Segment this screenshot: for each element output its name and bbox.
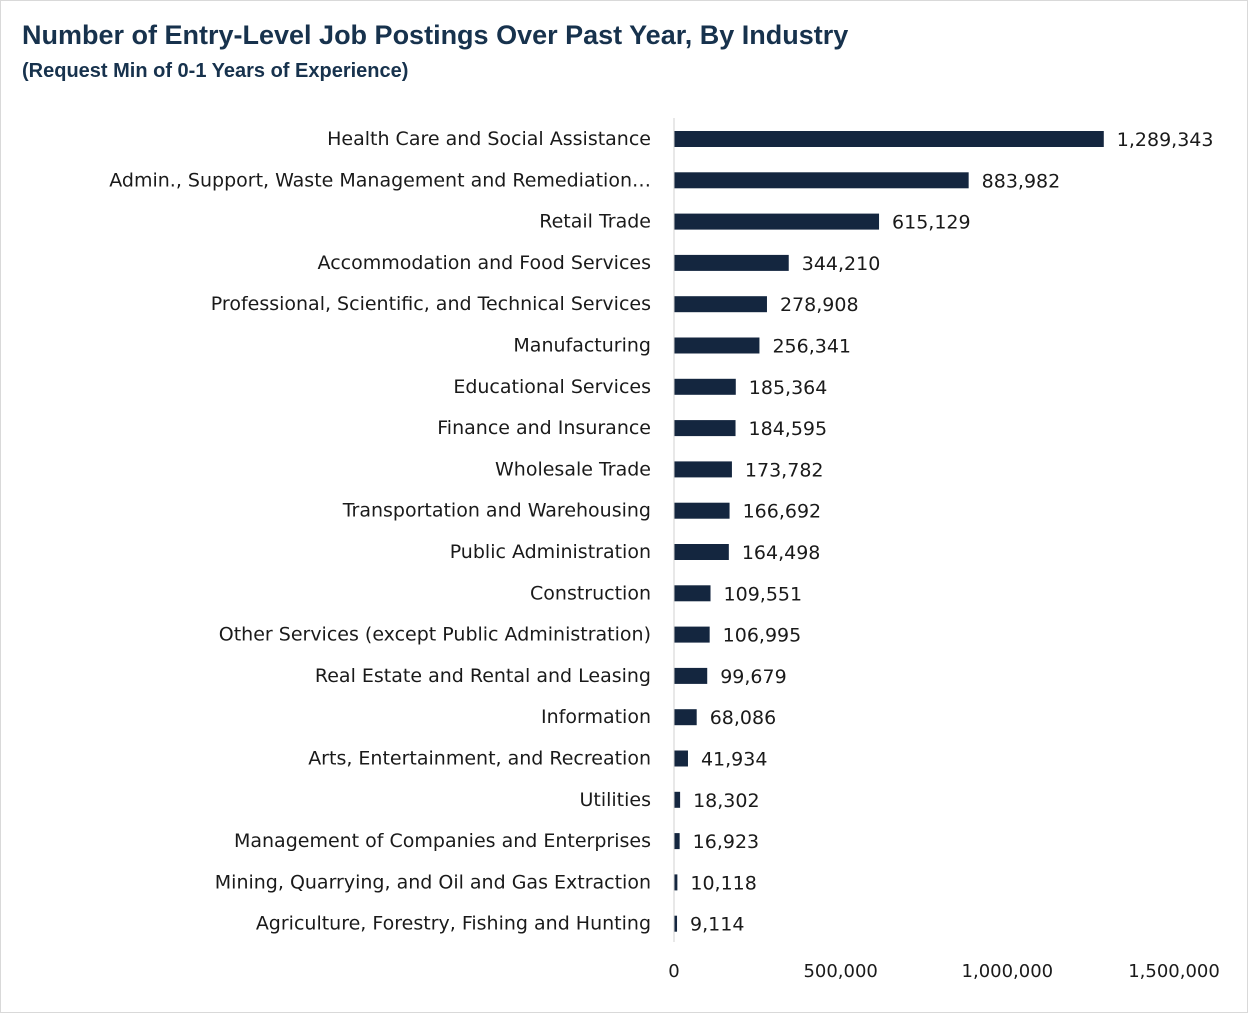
value-label: 41,934 — [701, 749, 767, 771]
bar-2 — [674, 213, 880, 230]
value-label: 99,679 — [720, 666, 786, 688]
value-label: 106,995 — [723, 625, 802, 647]
category-label: Mining, Quarrying, and Oil and Gas Extra… — [215, 871, 651, 893]
bar-19 — [674, 915, 678, 932]
value-label: 16,923 — [693, 831, 759, 853]
value-label: 256,341 — [772, 336, 851, 358]
bar-12 — [674, 626, 710, 643]
bar-14 — [674, 709, 697, 726]
bar-8 — [674, 461, 732, 478]
bar-1 — [674, 172, 969, 189]
category-label: Health Care and Social Assistance — [327, 128, 651, 150]
category-label: Other Services (except Public Administra… — [219, 624, 651, 646]
bar-13 — [674, 667, 708, 684]
category-label: Manufacturing — [513, 335, 651, 357]
value-label: 68,086 — [710, 707, 776, 729]
value-label: 10,118 — [690, 872, 756, 894]
category-label: Real Estate and Rental and Leasing — [315, 665, 651, 687]
bar-18 — [674, 874, 678, 891]
category-label: Information — [541, 706, 651, 728]
x-tick-label: 500,000 — [803, 961, 877, 982]
bar-4 — [674, 296, 767, 313]
bar-9 — [674, 502, 730, 519]
value-label: 184,595 — [749, 418, 828, 440]
bars-layer — [674, 131, 1104, 932]
bar-5 — [674, 337, 760, 354]
x-axis: 0 500,000 1,000,000 1,500,000 — [668, 118, 1220, 982]
value-label: 18,302 — [693, 790, 759, 812]
value-label: 615,129 — [892, 212, 971, 234]
category-label: Professional, Scientific, and Technical … — [211, 293, 651, 315]
category-label: Management of Companies and Enterprises — [234, 830, 651, 852]
category-label: Construction — [530, 582, 651, 604]
category-label: Finance and Insurance — [437, 417, 651, 439]
bar-11 — [674, 585, 711, 602]
value-label: 344,210 — [802, 253, 881, 275]
value-label: 109,551 — [724, 583, 803, 605]
category-label: Retail Trade — [539, 211, 651, 233]
x-tick-label: 0 — [668, 961, 679, 982]
chart-title: Number of Entry-Level Job Postings Over … — [22, 20, 849, 50]
value-label: 164,498 — [742, 542, 821, 564]
chart-subtitle: (Request Min of 0-1 Years of Experience) — [22, 60, 409, 82]
category-label: Agriculture, Forestry, Fishing and Hunti… — [256, 913, 651, 935]
category-label: Admin., Support, Waste Management and Re… — [109, 169, 651, 191]
value-label: 185,364 — [749, 377, 828, 399]
category-label: Educational Services — [453, 376, 651, 398]
value-label: 166,692 — [743, 501, 822, 523]
bar-6 — [674, 378, 736, 395]
value-label: 1,289,343 — [1117, 129, 1214, 151]
bar-10 — [674, 544, 729, 560]
bar-16 — [674, 791, 681, 808]
category-label: Utilities — [579, 789, 651, 811]
x-tick-label: 1,000,000 — [962, 961, 1054, 982]
category-label: Transportation and Warehousing — [342, 500, 651, 522]
value-label: 9,114 — [690, 914, 744, 936]
category-label: Wholesale Trade — [495, 458, 651, 480]
bar-17 — [674, 833, 680, 850]
value-label: 883,982 — [982, 170, 1061, 192]
bar-0 — [674, 131, 1104, 147]
bar-7 — [674, 420, 736, 437]
category-label: Public Administration — [450, 541, 651, 563]
category-label: Accommodation and Food Services — [318, 252, 651, 274]
value-label: 278,908 — [780, 294, 859, 316]
bar-3 — [674, 254, 789, 271]
value-labels: 1,289,343 883,982 615,129 344,210 278,908 256… — [690, 129, 1213, 936]
value-label: 173,782 — [745, 459, 824, 481]
x-tick-label: 1,500,000 — [1128, 961, 1220, 982]
bar-15 — [674, 750, 688, 767]
category-labels: Health Care and Social Assistance Admin.,… — [109, 128, 651, 935]
category-label: Arts, Entertainment, and Recreation — [308, 748, 651, 770]
